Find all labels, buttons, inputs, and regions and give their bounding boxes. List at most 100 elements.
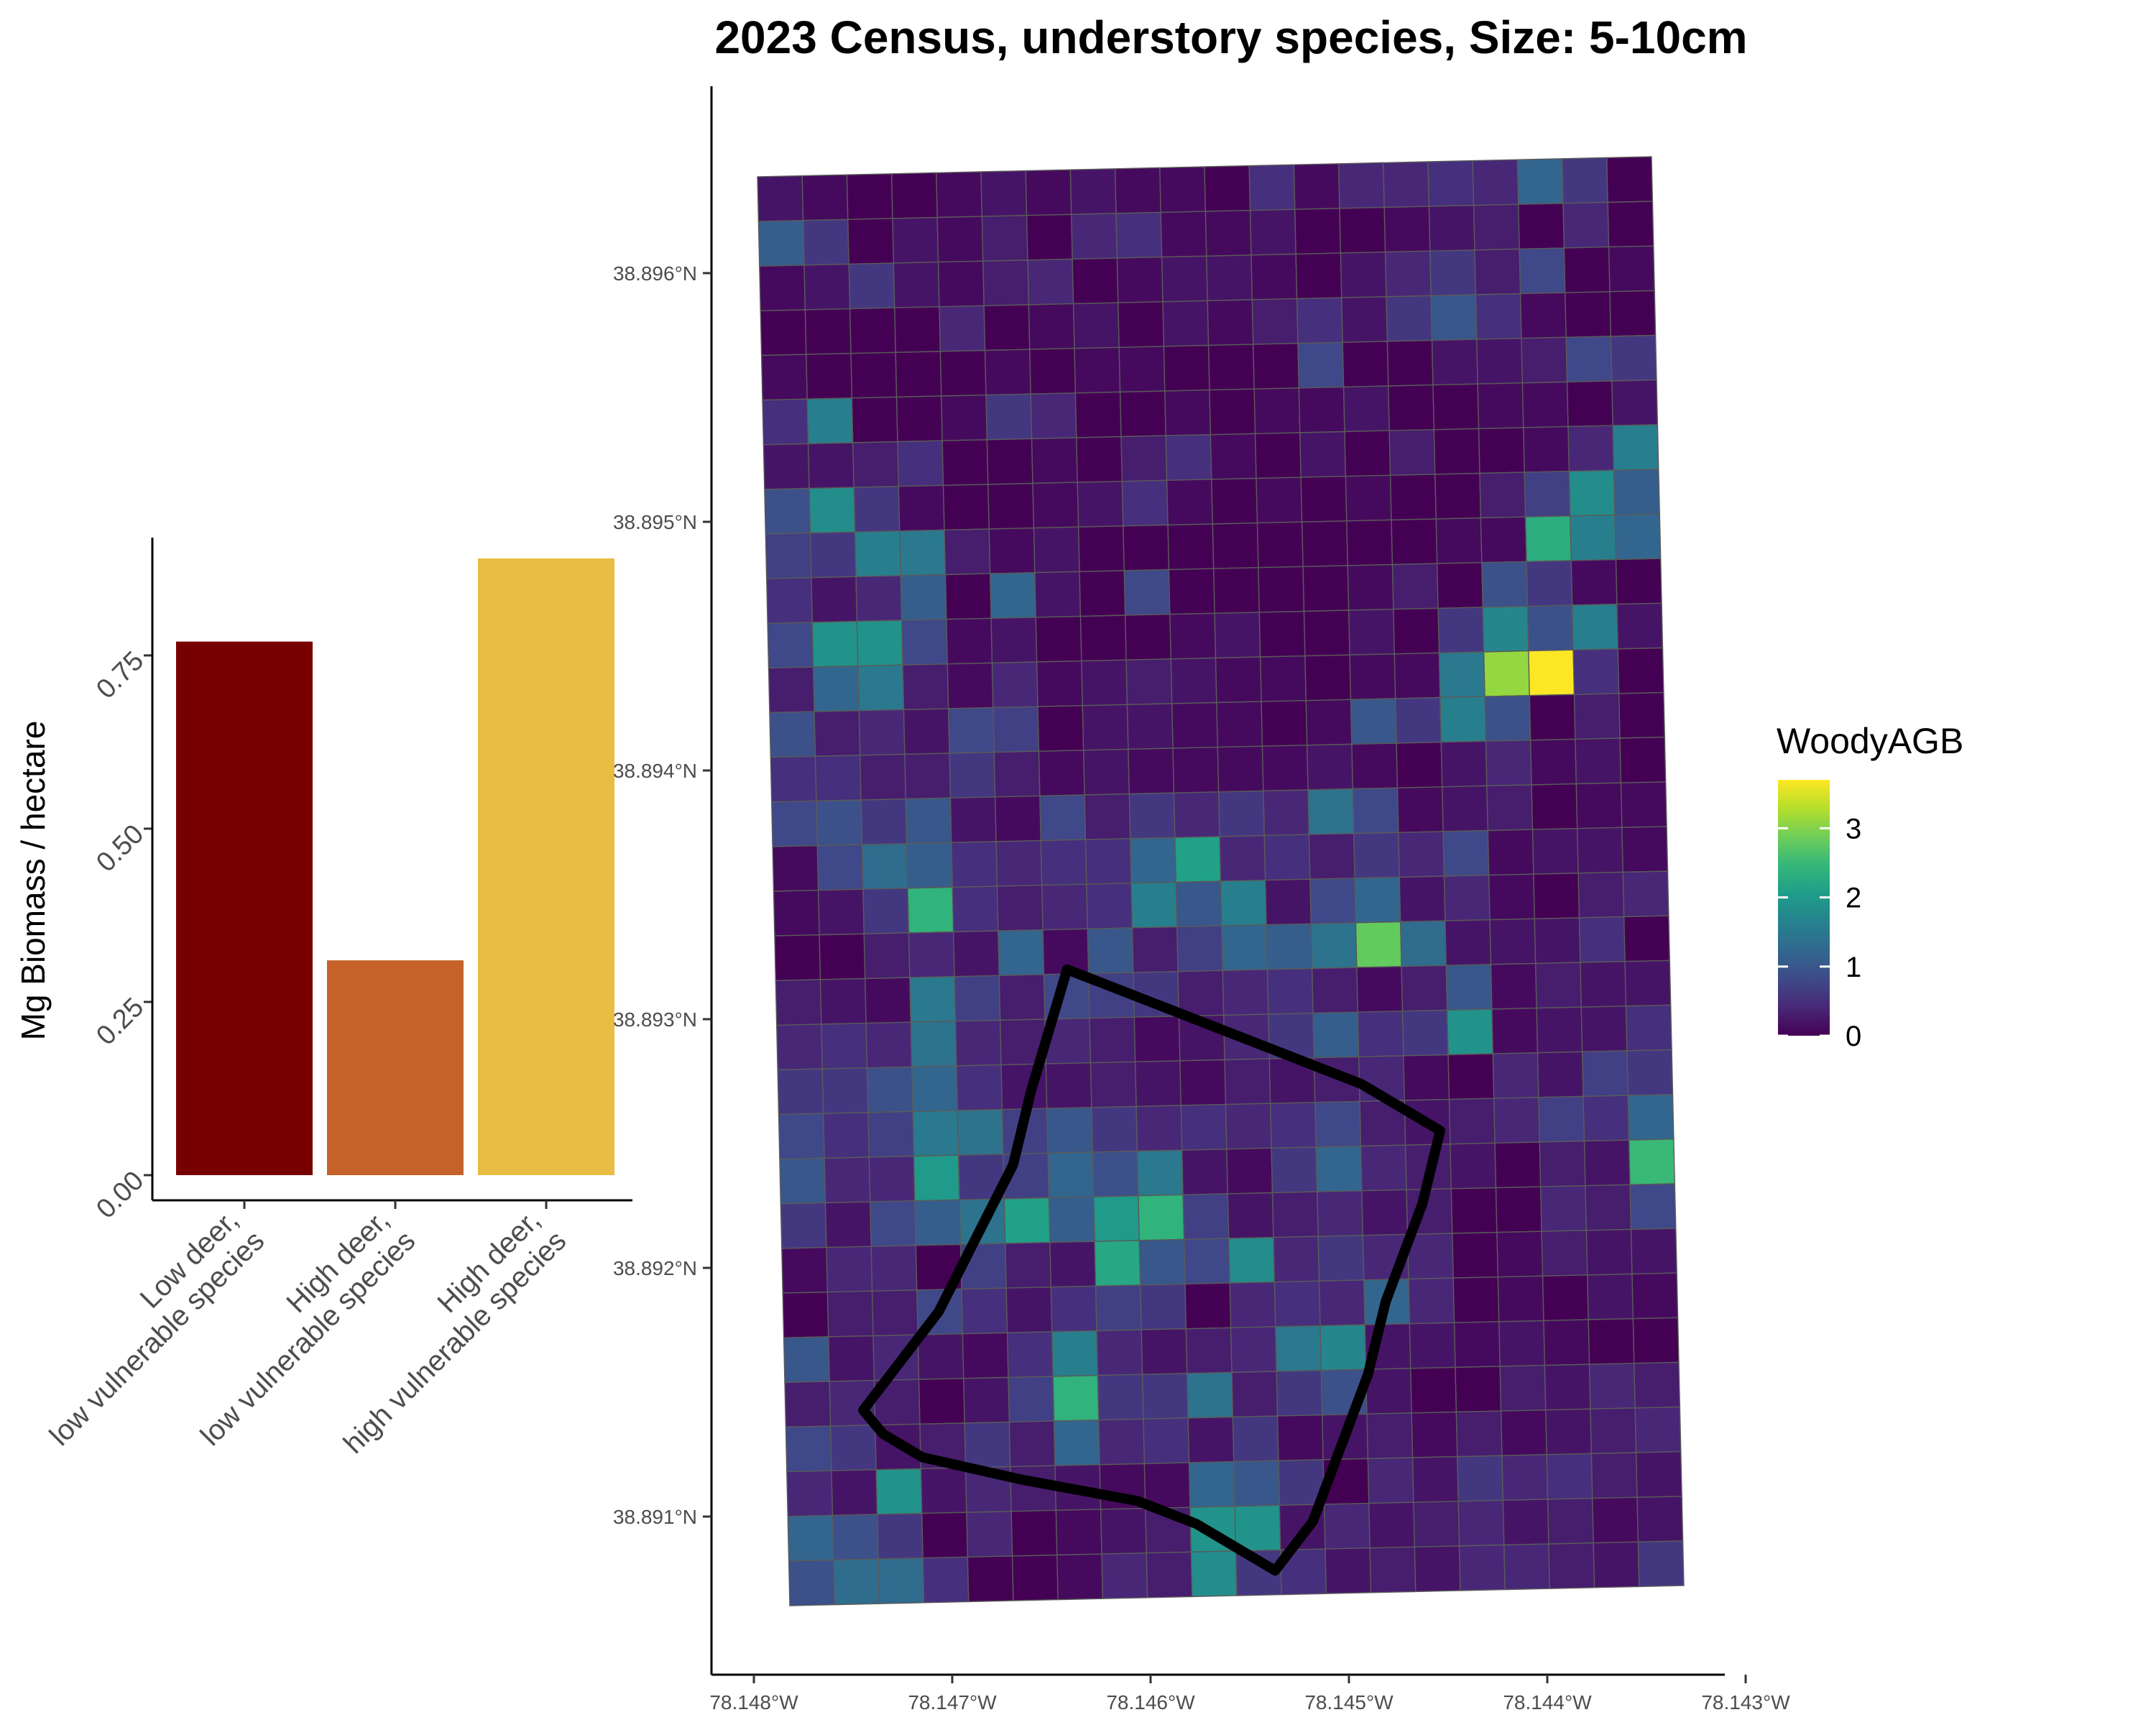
map-cell <box>1388 384 1435 431</box>
map-cell <box>759 264 806 312</box>
map-cell <box>1115 211 1163 259</box>
map-cell <box>852 441 900 488</box>
map-cell <box>828 1335 875 1382</box>
map-cell <box>1442 829 1490 877</box>
map-cell <box>900 618 949 666</box>
map-cell <box>1310 922 1358 970</box>
map-cell <box>952 930 1000 978</box>
map-cell <box>1434 472 1482 520</box>
map-cell <box>893 261 940 308</box>
map-cell <box>1492 1052 1539 1099</box>
map-cell <box>1266 923 1313 970</box>
map-cell <box>1175 880 1222 928</box>
map-cell <box>1119 390 1166 438</box>
map-cell <box>1615 558 1662 605</box>
map-cell <box>1500 1409 1547 1456</box>
map-cell <box>1072 257 1119 305</box>
map-cell <box>1634 1361 1681 1409</box>
map-cell <box>1544 1363 1591 1411</box>
map-cell <box>780 1202 827 1249</box>
map-cell <box>1165 434 1212 482</box>
map-cell <box>1617 647 1664 694</box>
map-cell <box>867 1110 915 1158</box>
map-cell <box>952 886 999 933</box>
map-cell <box>1092 1150 1139 1197</box>
map-cell <box>826 1290 874 1338</box>
map-cell <box>1273 1236 1320 1283</box>
legend-tick-label: 3 <box>1846 813 1861 845</box>
map-cell <box>1342 385 1390 433</box>
map-cell <box>1562 201 1610 249</box>
map-cell <box>1032 482 1079 529</box>
map-cell <box>1118 301 1165 349</box>
map-cell <box>1249 208 1296 256</box>
map-cell <box>1623 915 1671 962</box>
map-cell <box>1261 699 1308 747</box>
map-cell <box>995 840 1043 887</box>
map-cell <box>1040 839 1087 886</box>
map-cell <box>1524 515 1572 563</box>
map-cell <box>764 487 811 535</box>
map-cell <box>1233 1460 1281 1507</box>
map-cell <box>1034 571 1082 618</box>
map-cell <box>1487 829 1534 876</box>
map-cell <box>1212 522 1259 569</box>
map-cell <box>801 174 849 221</box>
map-cell <box>1131 926 1179 973</box>
map-cell <box>1438 651 1485 699</box>
map-cell <box>1587 1273 1634 1320</box>
map-cell <box>1171 702 1219 749</box>
map-cell <box>1128 748 1175 795</box>
map-cell <box>1458 1544 1506 1591</box>
map-cell <box>1276 1369 1323 1417</box>
map-cell <box>1581 1050 1629 1098</box>
map-cell <box>1635 1450 1682 1498</box>
map-cell <box>949 751 996 799</box>
map-cell <box>806 397 854 445</box>
map-cell <box>1140 1283 1187 1330</box>
map-cell <box>1516 158 1564 206</box>
map-cell <box>1251 298 1299 345</box>
map-cell <box>939 349 987 397</box>
map-cell <box>1081 659 1128 707</box>
map-cell <box>1482 605 1529 653</box>
map-cell <box>1536 1006 1583 1054</box>
map-cell <box>1091 1105 1138 1153</box>
map-cell <box>1052 1374 1100 1422</box>
map-cell <box>1136 1149 1184 1197</box>
map-cell <box>819 978 867 1025</box>
map-cell <box>868 1155 916 1202</box>
map-cell <box>957 1108 1004 1156</box>
map-x-tick-label: 78.146°W <box>1106 1691 1195 1714</box>
map-cell <box>1038 750 1085 797</box>
map-cell <box>876 1512 923 1560</box>
map-cell <box>1207 299 1254 346</box>
map-cell <box>1523 426 1570 473</box>
map-cell <box>905 797 952 845</box>
map-cell <box>1609 290 1657 337</box>
map-cell <box>1029 347 1077 395</box>
map-cell <box>1618 691 1666 739</box>
map-cell <box>1345 474 1392 522</box>
map-cell <box>1566 380 1613 428</box>
map-cell <box>1538 1095 1585 1143</box>
map-cell <box>1259 655 1307 702</box>
map-cell <box>875 1468 923 1515</box>
map-cell <box>937 260 985 308</box>
map-cell <box>1296 297 1343 344</box>
map-cell <box>1431 339 1478 386</box>
map-cell <box>1546 1453 1593 1500</box>
map-cell <box>942 484 990 531</box>
map-cell <box>1025 169 1072 216</box>
map-cell <box>1414 1545 1461 1593</box>
map-cell <box>1183 1238 1230 1285</box>
map-cell <box>1616 602 1664 650</box>
map-cell <box>1051 1330 1099 1377</box>
map-cell <box>1174 836 1222 883</box>
map-cell <box>775 1024 824 1071</box>
map-cell <box>1163 344 1210 392</box>
map-cell <box>1398 831 1445 878</box>
map-cell <box>1455 1366 1502 1413</box>
map-cell <box>1124 613 1172 661</box>
map-cell <box>946 617 993 665</box>
